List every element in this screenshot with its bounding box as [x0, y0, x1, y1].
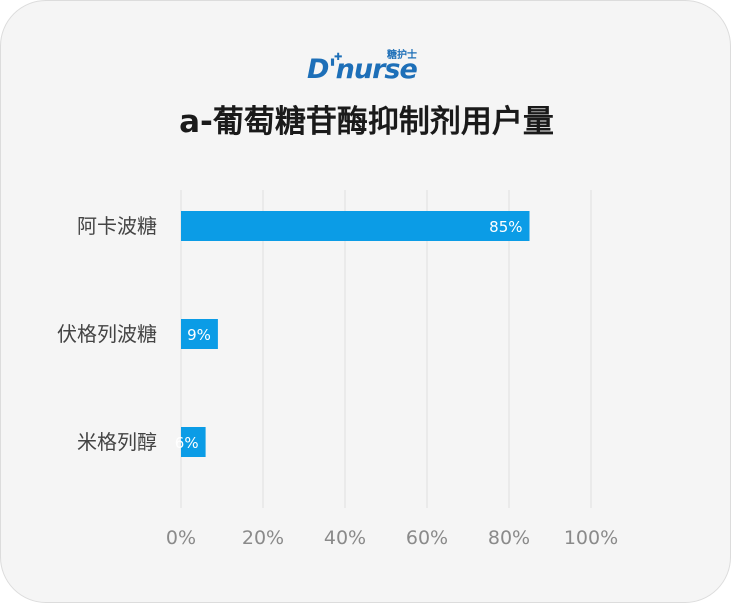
bar — [181, 211, 530, 241]
data-label: 6% — [175, 434, 199, 452]
category-label: 米格列醇 — [77, 430, 157, 454]
x-tick-label: 60% — [406, 527, 448, 549]
logo-subtitle: 糖护士 — [387, 50, 417, 61]
x-tick-label: 100% — [564, 527, 618, 549]
dnurse-logo: D'nurse ✚ 糖护士 — [307, 50, 427, 85]
bar — [181, 427, 206, 457]
logo-wordmark: D'nurse — [307, 54, 418, 85]
x-tick-label: 40% — [324, 527, 366, 549]
data-label: 85% — [489, 218, 522, 236]
category-label: 阿卡波糖 — [77, 214, 157, 238]
x-tick-label: 20% — [242, 527, 284, 549]
logo-cross-icon: ✚ — [334, 52, 343, 63]
chart-title: a-葡萄糖苷酶抑制剂用户量 — [179, 104, 554, 140]
category-label: 伏格列波糖 — [57, 322, 157, 346]
bar — [181, 319, 218, 349]
data-label: 9% — [187, 326, 211, 344]
x-tick-label: 0% — [166, 527, 196, 549]
x-tick-label: 80% — [488, 527, 530, 549]
